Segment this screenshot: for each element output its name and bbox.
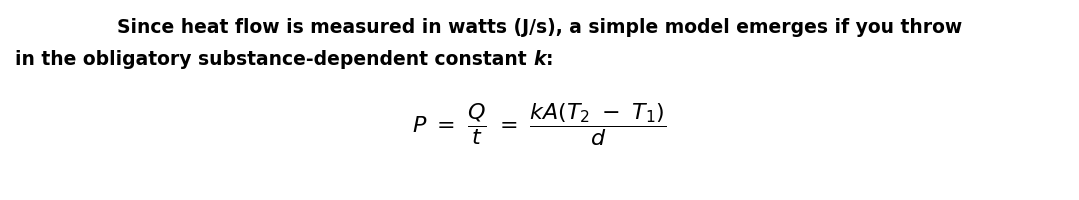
Text: k: k [533, 50, 546, 69]
Text: :: : [546, 50, 554, 69]
Text: Since heat flow is measured in watts (J/s), a simple model emerges if you throw: Since heat flow is measured in watts (J/… [117, 18, 962, 37]
Text: $P\ =\ \dfrac{Q}{t}\ =\ \dfrac{kA(T_2\ -\ T_1)}{d}$: $P\ =\ \dfrac{Q}{t}\ =\ \dfrac{kA(T_2\ -… [412, 101, 667, 147]
Text: k: k [533, 50, 546, 69]
Text: in the obligatory substance-dependent constant: in the obligatory substance-dependent co… [15, 50, 533, 69]
